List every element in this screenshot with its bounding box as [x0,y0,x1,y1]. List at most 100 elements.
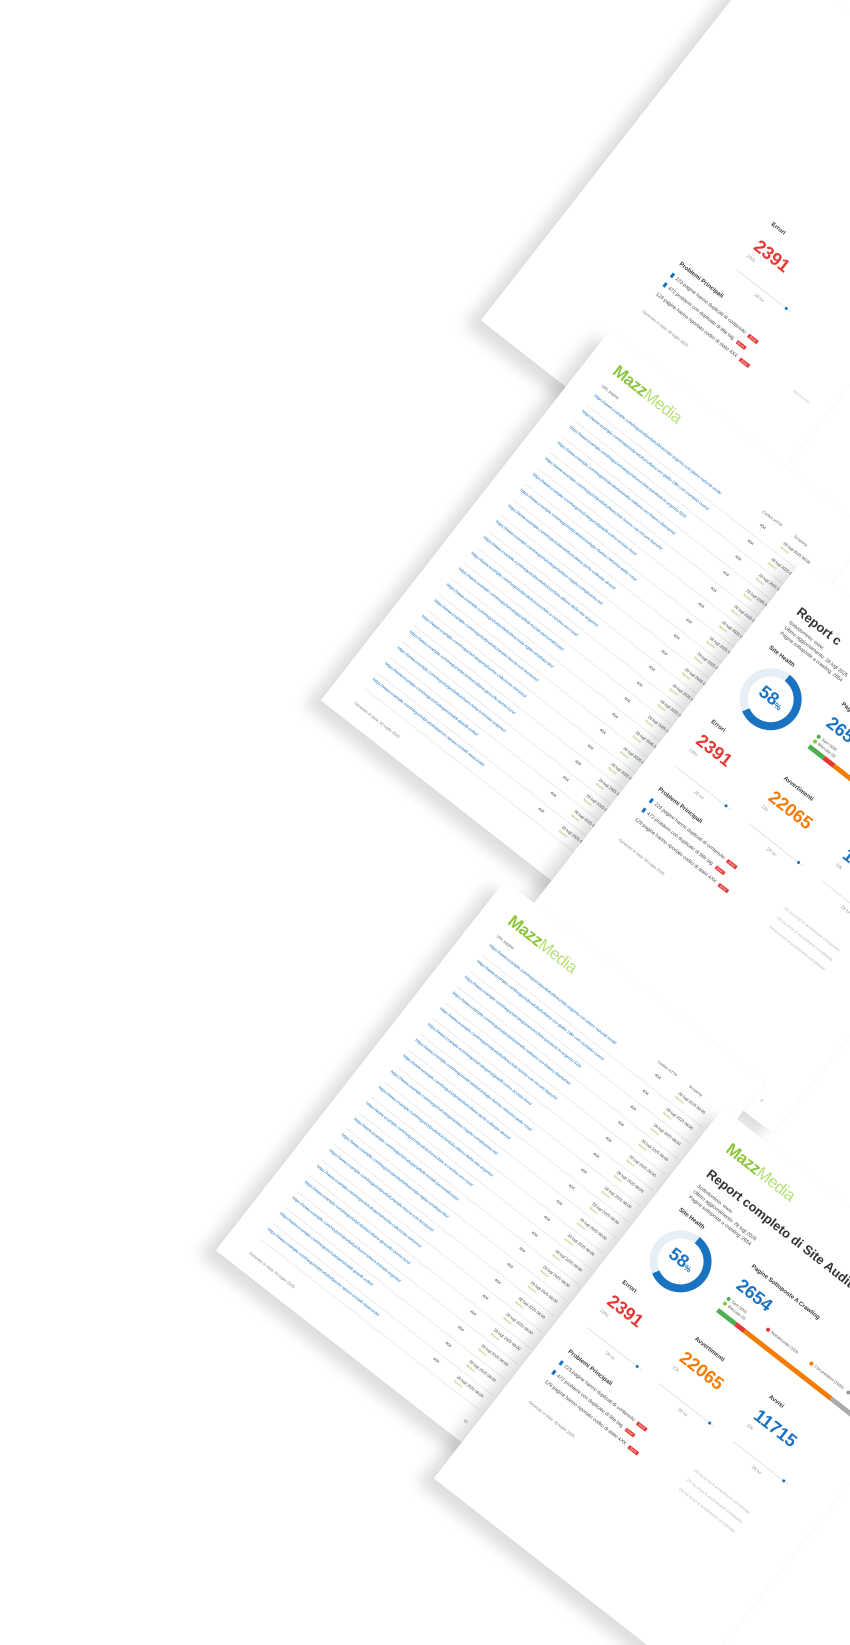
http-code: 404 [604,1135,613,1144]
notices-label: Avvisi [767,1394,785,1410]
page-url-link[interactable]: https://www.example.com/negozio/categori… [426,1021,534,1107]
notices-sparkline [733,1441,790,1486]
http-code: 404 [697,601,706,610]
errors-label: Errori [769,221,787,237]
page-number: 2 [759,1097,765,1104]
page-url-link[interactable]: https://www.example.com/negozio/prodotto… [303,1179,412,1266]
site-health-donut: 58% [637,1217,725,1305]
http-code: 404 [592,1151,601,1160]
http-code: 404 [549,790,558,799]
col-date-header: Scoperta [687,1083,704,1098]
page-url-link[interactable]: https://www.example.com/negozio/categori… [531,471,639,557]
page-url-link[interactable]: https://www.example.com/negozio/categori… [389,1069,500,1156]
page-url-link[interactable]: https://www.example.com/negozio/categori… [278,1210,375,1288]
http-code: 404 [432,1355,441,1364]
errors-label: Errori [620,1279,638,1295]
http-code: 404 [647,664,657,673]
crawled-breakdown-bar [807,744,850,847]
warnings-spark-label: 28 lur [765,846,778,858]
http-code: 404 [641,1087,650,1097]
top-issue-item: 223 pagine hanno duplicati di contenutoE… [648,798,738,870]
page-url-link[interactable]: https://www.example.com/negozio/prodotto… [291,1195,403,1284]
top-issue-item: 223 pagine hanno duplicati di contenutoE… [558,1360,648,1432]
notices-value: 11715 [750,1405,802,1452]
errors-spark-label: 28 lur [753,292,766,304]
http-code: 404 [530,1229,539,1238]
page-url-link[interactable]: https://www.example.com/negozio/prodotto… [433,597,540,683]
http-code: 404 [629,1103,638,1112]
page-url-link[interactable]: https://www.example.com/negozio/prodotto… [371,676,486,768]
http-code: 404 [611,711,620,720]
errors-value: 2391 [750,235,794,277]
page-url-link[interactable]: https://www.example.com/negozio/prodotto… [377,1084,495,1178]
page-url-link[interactable]: https://www.example.com/negozio/prodotto… [470,550,580,638]
http-code: 404 [469,1308,478,1317]
http-code: 404 [579,1166,589,1175]
notices-spark-label: 28 lur [839,904,850,915]
page-url-link[interactable]: https://www.example.com/negozio/prodotto… [402,1053,512,1141]
http-code: 404 [616,1119,626,1128]
errors-value: 2391 [692,730,737,771]
errors-spark-label: 28 lur [604,1350,617,1362]
http-code: 404 [734,553,743,562]
http-code: 404 [574,758,583,767]
crawled-breakdown-bar [715,1307,850,1429]
page-url-link[interactable]: https://www.example.com/negozio/prodotto… [580,408,711,512]
http-code: 404 [721,569,731,578]
page-url-link[interactable]: https://www.example.com/negozio/prodotto… [266,1226,381,1318]
http-code: 404 [586,742,595,751]
notices-sparkline [822,880,850,925]
warnings-spark-label: 28 lur [676,1406,689,1418]
page-url-link[interactable]: https://www.example.com/negozio/prodotto… [408,629,517,716]
page-url-link[interactable]: https://www.example.com/negozio/prodotto… [544,455,664,551]
http-code: 404 [672,632,681,641]
site-health-donut: 58% [727,655,815,743]
page-url-link[interactable]: https://www.example.com/negozio/prodotto… [451,990,572,1086]
page-url-link[interactable]: https://www.example.com/negozio/prodotto… [328,1147,435,1233]
top-issue-item: 472 problemi con duplicato di title tagE… [662,282,748,351]
page-url-link[interactable]: https://www.example.com/negozio/prodotto… [414,1037,534,1133]
http-code: 404 [506,1261,515,1270]
page-url-link[interactable]: https://www.example.com/negozio/categori… [315,1163,423,1249]
http-code: 404 [635,679,644,688]
errors-label: Errori [709,719,727,734]
page-url-link[interactable]: https://www.example.com/negozio/prodotto… [439,1005,559,1101]
page-url-link[interactable]: https://www.example.com/negozio/prodotto… [475,958,606,1062]
page-url-link[interactable]: https://www.example.com/negozio/categori… [494,519,605,606]
http-code: 404 [481,1292,490,1301]
page-url-link[interactable]: https://www.example.com/negozio/categori… [457,566,566,652]
page-url-link[interactable]: https://www.example.com/negozio/prodotto… [445,582,555,669]
page-url-link[interactable]: https://www.example.com/negozio/prodotto… [396,645,508,734]
page-url-link[interactable]: https://www.example.com/negozio/prodotto… [365,1100,475,1188]
page-url-link[interactable]: https://www.example.com/negozio/prodotto… [507,503,617,591]
page-url-link[interactable]: https://www.example.com/negozio/categori… [568,424,688,519]
warnings-sparkline [748,823,804,867]
http-code: 404 [623,695,632,704]
sheet-footer: Generato in data: 30 luglio 2025 [527,1399,576,1439]
http-code: 404 [709,585,718,594]
http-code: 404 [746,537,755,547]
page-url-link[interactable]: https://www.example.com/negozio/categori… [352,1116,461,1202]
page-url-link[interactable]: https://www.example.com/negozio/categori… [383,660,480,738]
http-code: 404 [518,1245,527,1254]
http-code: 404 [537,805,546,814]
top-issue-item: 223 pagine hanno duplicati di contenutoE… [669,272,759,345]
errors-sparkline [586,1326,643,1371]
http-code: 404 [598,727,608,736]
warnings-sparkline [659,1383,716,1428]
page-url-link[interactable]: https://www.example.com/negozio/prodotto… [340,1132,450,1219]
page-url-link[interactable]: https://www.example.com/negozio/prodotto… [482,534,600,628]
page-url-link[interactable]: https://www.example.com/negozio/prodotto… [556,440,677,536]
http-code: 404 [684,616,694,625]
http-code: 404 [660,648,669,657]
page-url-link[interactable]: https://www.example.com/negozio/prodotto… [519,487,639,583]
errors-spark-label: 28 lur [693,789,706,801]
sheet-footer: Generato in data: 30 luglio 2025 [617,837,666,877]
page-url-link[interactable]: https://www.example.com/negozio/categori… [420,613,528,699]
http-code: 404 [758,522,768,531]
http-code: 404 [653,1072,663,1081]
http-code: 404 [561,774,571,783]
page-url-link[interactable]: https://www.example.com/negozio/categori… [463,974,583,1069]
col-date-header: Scoperta [792,533,809,548]
